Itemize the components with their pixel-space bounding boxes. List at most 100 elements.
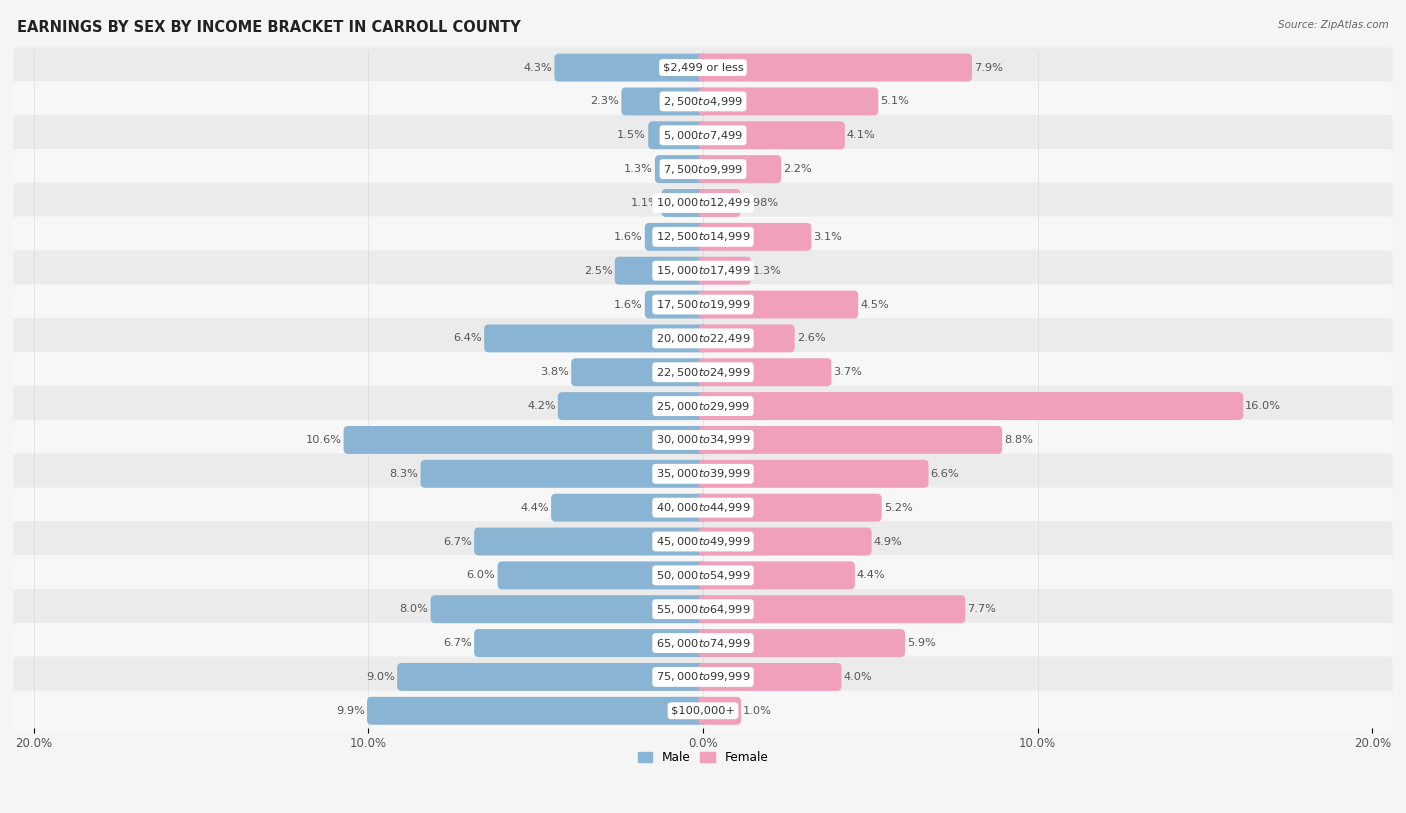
FancyBboxPatch shape xyxy=(699,697,741,724)
FancyBboxPatch shape xyxy=(14,589,1392,629)
FancyBboxPatch shape xyxy=(14,216,1392,257)
Text: 16.0%: 16.0% xyxy=(1246,401,1281,411)
Text: 6.7%: 6.7% xyxy=(443,537,472,546)
Text: 1.6%: 1.6% xyxy=(614,232,643,241)
Legend: Male, Female: Male, Female xyxy=(633,746,773,769)
Text: 6.6%: 6.6% xyxy=(931,469,959,479)
FancyBboxPatch shape xyxy=(699,189,741,217)
FancyBboxPatch shape xyxy=(699,460,928,488)
FancyBboxPatch shape xyxy=(14,81,1392,122)
Text: 1.3%: 1.3% xyxy=(624,164,652,174)
FancyBboxPatch shape xyxy=(14,623,1392,663)
Text: $22,500 to $24,999: $22,500 to $24,999 xyxy=(655,366,751,379)
Text: $25,000 to $29,999: $25,000 to $29,999 xyxy=(655,400,751,413)
FancyBboxPatch shape xyxy=(699,290,858,319)
Text: $17,500 to $19,999: $17,500 to $19,999 xyxy=(655,298,751,311)
Text: 1.1%: 1.1% xyxy=(631,198,659,208)
Text: 9.0%: 9.0% xyxy=(366,672,395,682)
FancyBboxPatch shape xyxy=(474,629,707,657)
FancyBboxPatch shape xyxy=(498,562,707,589)
Text: $20,000 to $22,499: $20,000 to $22,499 xyxy=(655,332,751,345)
FancyBboxPatch shape xyxy=(699,528,872,555)
Text: $15,000 to $17,499: $15,000 to $17,499 xyxy=(655,264,751,277)
Text: $10,000 to $12,499: $10,000 to $12,499 xyxy=(655,197,751,210)
Text: 0.98%: 0.98% xyxy=(742,198,779,208)
FancyBboxPatch shape xyxy=(484,324,707,352)
Text: 8.3%: 8.3% xyxy=(389,469,419,479)
FancyBboxPatch shape xyxy=(662,189,707,217)
Text: 4.0%: 4.0% xyxy=(844,672,872,682)
Text: $35,000 to $39,999: $35,000 to $39,999 xyxy=(655,467,751,480)
Text: 2.6%: 2.6% xyxy=(797,333,825,343)
FancyBboxPatch shape xyxy=(14,149,1392,189)
Text: 1.6%: 1.6% xyxy=(614,299,643,310)
Text: $12,500 to $14,999: $12,500 to $14,999 xyxy=(655,230,751,243)
FancyBboxPatch shape xyxy=(645,290,707,319)
Text: 8.8%: 8.8% xyxy=(1004,435,1033,445)
Text: 5.1%: 5.1% xyxy=(880,97,910,107)
Text: $7,500 to $9,999: $7,500 to $9,999 xyxy=(664,163,742,176)
Text: 2.3%: 2.3% xyxy=(591,97,619,107)
FancyBboxPatch shape xyxy=(699,324,794,352)
Text: $50,000 to $54,999: $50,000 to $54,999 xyxy=(655,569,751,582)
FancyBboxPatch shape xyxy=(14,115,1392,155)
Text: $2,500 to $4,999: $2,500 to $4,999 xyxy=(664,95,742,108)
FancyBboxPatch shape xyxy=(699,121,845,150)
FancyBboxPatch shape xyxy=(655,155,707,183)
FancyBboxPatch shape xyxy=(699,426,1002,454)
FancyBboxPatch shape xyxy=(551,493,707,522)
FancyBboxPatch shape xyxy=(699,493,882,522)
FancyBboxPatch shape xyxy=(14,183,1392,224)
Text: $40,000 to $44,999: $40,000 to $44,999 xyxy=(655,501,751,514)
Text: 7.9%: 7.9% xyxy=(974,63,1002,72)
Text: 6.4%: 6.4% xyxy=(454,333,482,343)
Text: $55,000 to $64,999: $55,000 to $64,999 xyxy=(655,602,751,615)
FancyBboxPatch shape xyxy=(420,460,707,488)
FancyBboxPatch shape xyxy=(367,697,707,724)
Text: Source: ZipAtlas.com: Source: ZipAtlas.com xyxy=(1278,20,1389,30)
Text: 4.5%: 4.5% xyxy=(860,299,889,310)
Text: 8.0%: 8.0% xyxy=(399,604,429,614)
Text: $100,000+: $100,000+ xyxy=(671,706,735,715)
Text: 4.3%: 4.3% xyxy=(523,63,553,72)
Text: 3.1%: 3.1% xyxy=(814,232,842,241)
Text: EARNINGS BY SEX BY INCOME BRACKET IN CARROLL COUNTY: EARNINGS BY SEX BY INCOME BRACKET IN CAR… xyxy=(17,20,520,35)
FancyBboxPatch shape xyxy=(554,54,707,81)
FancyBboxPatch shape xyxy=(699,88,879,115)
Text: 1.5%: 1.5% xyxy=(617,130,647,141)
Text: 2.2%: 2.2% xyxy=(783,164,811,174)
FancyBboxPatch shape xyxy=(699,392,1243,420)
FancyBboxPatch shape xyxy=(558,392,707,420)
Text: 5.2%: 5.2% xyxy=(884,502,912,513)
FancyBboxPatch shape xyxy=(430,595,707,624)
FancyBboxPatch shape xyxy=(14,352,1392,393)
FancyBboxPatch shape xyxy=(571,359,707,386)
FancyBboxPatch shape xyxy=(699,663,841,691)
Text: 5.9%: 5.9% xyxy=(907,638,936,648)
Text: $65,000 to $74,999: $65,000 to $74,999 xyxy=(655,637,751,650)
FancyBboxPatch shape xyxy=(699,595,966,624)
Text: $45,000 to $49,999: $45,000 to $49,999 xyxy=(655,535,751,548)
FancyBboxPatch shape xyxy=(699,629,905,657)
Text: 4.9%: 4.9% xyxy=(873,537,903,546)
Text: 9.9%: 9.9% xyxy=(336,706,366,715)
Text: 4.4%: 4.4% xyxy=(858,571,886,580)
Text: $30,000 to $34,999: $30,000 to $34,999 xyxy=(655,433,751,446)
Text: 6.0%: 6.0% xyxy=(467,571,495,580)
Text: 1.0%: 1.0% xyxy=(744,706,772,715)
FancyBboxPatch shape xyxy=(14,420,1392,460)
FancyBboxPatch shape xyxy=(14,487,1392,528)
FancyBboxPatch shape xyxy=(14,690,1392,731)
FancyBboxPatch shape xyxy=(648,121,707,150)
Text: 3.7%: 3.7% xyxy=(834,367,862,377)
FancyBboxPatch shape xyxy=(14,285,1392,325)
FancyBboxPatch shape xyxy=(396,663,707,691)
FancyBboxPatch shape xyxy=(14,318,1392,359)
Text: 4.1%: 4.1% xyxy=(846,130,876,141)
Text: 6.7%: 6.7% xyxy=(443,638,472,648)
FancyBboxPatch shape xyxy=(343,426,707,454)
FancyBboxPatch shape xyxy=(699,257,751,285)
Text: 4.4%: 4.4% xyxy=(520,502,548,513)
Text: $2,499 or less: $2,499 or less xyxy=(662,63,744,72)
FancyBboxPatch shape xyxy=(14,657,1392,698)
